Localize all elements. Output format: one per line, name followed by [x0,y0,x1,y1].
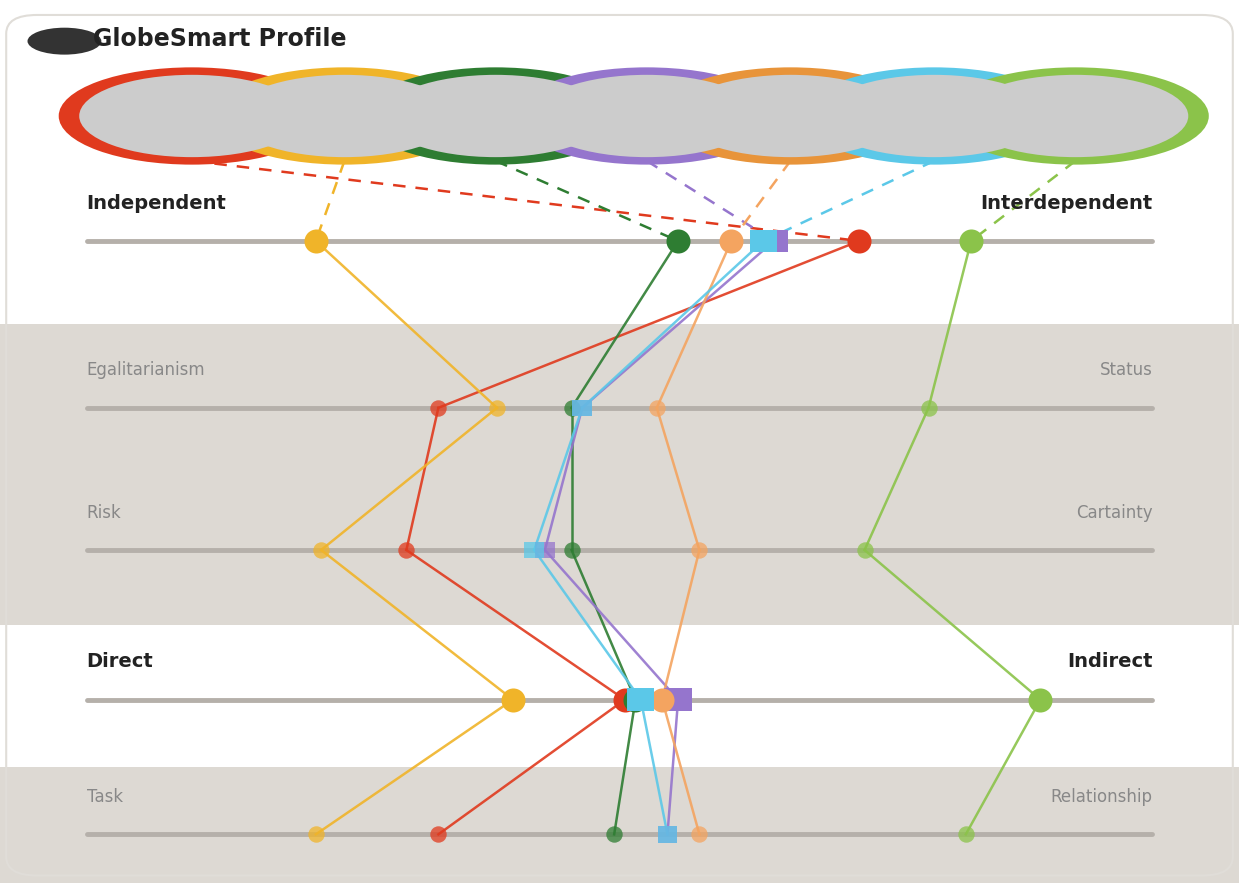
Ellipse shape [942,67,1209,164]
FancyBboxPatch shape [572,400,592,416]
Text: Independent: Independent [87,193,227,213]
Ellipse shape [513,67,781,164]
Text: Indirect: Indirect [1067,653,1152,671]
Point [957,827,976,841]
Point [626,692,646,706]
Point [1031,692,1051,706]
Point [652,692,672,706]
Text: Relationship: Relationship [1051,788,1152,806]
Point [961,234,981,248]
Ellipse shape [79,75,305,157]
Point [689,543,709,557]
FancyBboxPatch shape [535,542,555,558]
Text: Egalitarianism: Egalitarianism [87,361,206,380]
Point [429,827,449,841]
Text: Task: Task [87,788,123,806]
Point [561,401,581,415]
Text: Risk: Risk [87,503,121,522]
FancyBboxPatch shape [524,542,544,558]
Point [689,827,709,841]
FancyBboxPatch shape [750,230,777,253]
Point [561,543,581,557]
Text: Status: Status [1099,361,1152,380]
Point [918,401,938,415]
Ellipse shape [362,67,629,164]
Ellipse shape [821,75,1047,157]
Point [306,827,326,841]
Ellipse shape [534,75,760,157]
Ellipse shape [963,75,1188,157]
FancyBboxPatch shape [658,826,678,842]
Point [503,692,523,706]
Point [721,234,741,248]
Text: Direct: Direct [87,653,154,671]
Point [396,543,416,557]
FancyBboxPatch shape [627,689,654,711]
Point [849,234,869,248]
Ellipse shape [657,67,924,164]
FancyBboxPatch shape [658,826,678,842]
Ellipse shape [27,27,102,55]
Point [605,827,624,841]
Point [647,401,667,415]
FancyBboxPatch shape [664,689,691,711]
Text: GlobeSmart Profile: GlobeSmart Profile [93,26,347,51]
Point [429,401,449,415]
Text: Interdependent: Interdependent [980,193,1152,213]
Point [855,543,875,557]
Ellipse shape [211,67,478,164]
Point [311,543,331,557]
Ellipse shape [800,67,1068,164]
Point [615,692,634,706]
FancyBboxPatch shape [0,324,1239,625]
Ellipse shape [383,75,608,157]
Point [306,234,326,248]
Ellipse shape [232,75,457,157]
FancyBboxPatch shape [572,400,592,416]
FancyBboxPatch shape [0,767,1239,883]
Text: Cartainty: Cartainty [1075,503,1152,522]
Ellipse shape [58,67,326,164]
Point [487,401,507,415]
Point [668,234,688,248]
FancyBboxPatch shape [761,230,788,253]
Ellipse shape [678,75,903,157]
